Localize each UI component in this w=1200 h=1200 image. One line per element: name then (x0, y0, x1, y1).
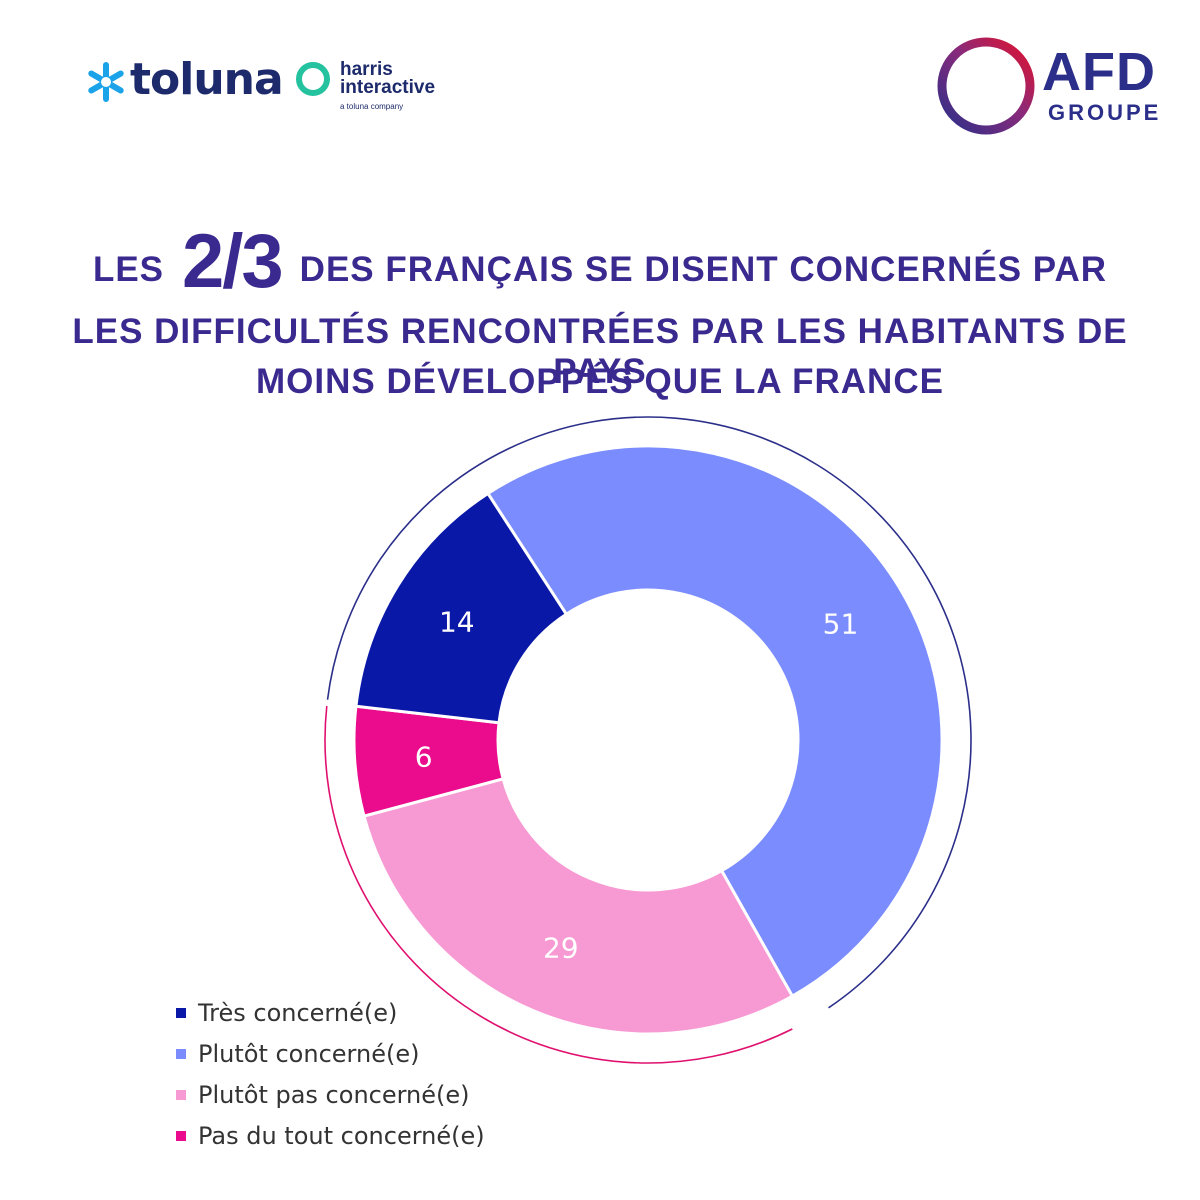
toluna-star-icon (88, 62, 124, 102)
data-label-tres-concerne-e: 14 (439, 605, 475, 638)
outer-arc-concerned (326, 416, 972, 1009)
harris-tagline: a toluna company (340, 102, 404, 111)
legend-label: Pas du tout concerné(e) (198, 1121, 485, 1150)
harris-ring-icon (296, 62, 330, 96)
headline-line1-text: DES FRANÇAIS SE DISENT CONCERNÉS PAR (299, 250, 1108, 289)
headline-line-3: MOINS DÉVELOPPÉS QUE LA FRANCE (256, 362, 944, 401)
slice-plutot-pas-concerne-e (362, 776, 795, 1036)
legend-item-plutot-pas-concerne-e: Plutôt pas concerné(e) (176, 1074, 485, 1115)
afd-groupe-logo: AFD GROUPE (934, 36, 1174, 136)
data-label-plutot-concerne-e: 51 (823, 607, 859, 640)
legend-swatch (176, 1048, 186, 1059)
legend-swatch (176, 1130, 186, 1141)
headline-big-fraction: 2/3 (182, 219, 284, 304)
slice-tres-concerne-e (354, 491, 569, 725)
legend-item-tres-concerne-e: Très concerné(e) (176, 992, 485, 1033)
slice-plutot-concerne-e (485, 444, 944, 999)
outer-arc-not-concerned (324, 706, 793, 1064)
legend-label: Plutôt concerné(e) (198, 1039, 420, 1068)
toluna-wordmark: toluna (130, 54, 284, 105)
afd-groupe-label: GROUPE (1048, 100, 1162, 125)
legend-label: Très concerné(e) (198, 998, 398, 1027)
afd-wordmark: AFD (1042, 42, 1156, 102)
afd-ring-icon (937, 37, 1035, 135)
data-label-plutot-pas-concerne-e: 29 (543, 931, 579, 964)
chart-legend: Très concerné(e) Plutôt concerné(e) Plutôt… (176, 992, 485, 1156)
harris-wordmark-line1: harris (340, 59, 393, 80)
legend-swatch (176, 1007, 186, 1018)
legend-item-plutot-concerne-e: Plutôt concerné(e) (176, 1033, 485, 1074)
headline-line-2: LES DIFFICULTÉS RENCONTRÉES PAR LES HABI… (72, 312, 1128, 391)
data-label-pas-du-tout-concerne-e: 6 (415, 740, 433, 773)
legend-label: Plutôt pas concerné(e) (198, 1080, 470, 1109)
harris-wordmark-line2: interactive (340, 77, 436, 98)
legend-swatch (176, 1089, 186, 1100)
legend-item-pas-du-tout-concerne-e: Pas du tout concerné(e) (176, 1115, 485, 1156)
headline-prefix: LES (92, 250, 165, 289)
headline-line-1: LES 2/3 DES FRANÇAIS SE DISENT CONCERNÉS P… (40, 218, 1160, 305)
harris-interactive-logo: harris interactive a toluna company (294, 58, 464, 118)
